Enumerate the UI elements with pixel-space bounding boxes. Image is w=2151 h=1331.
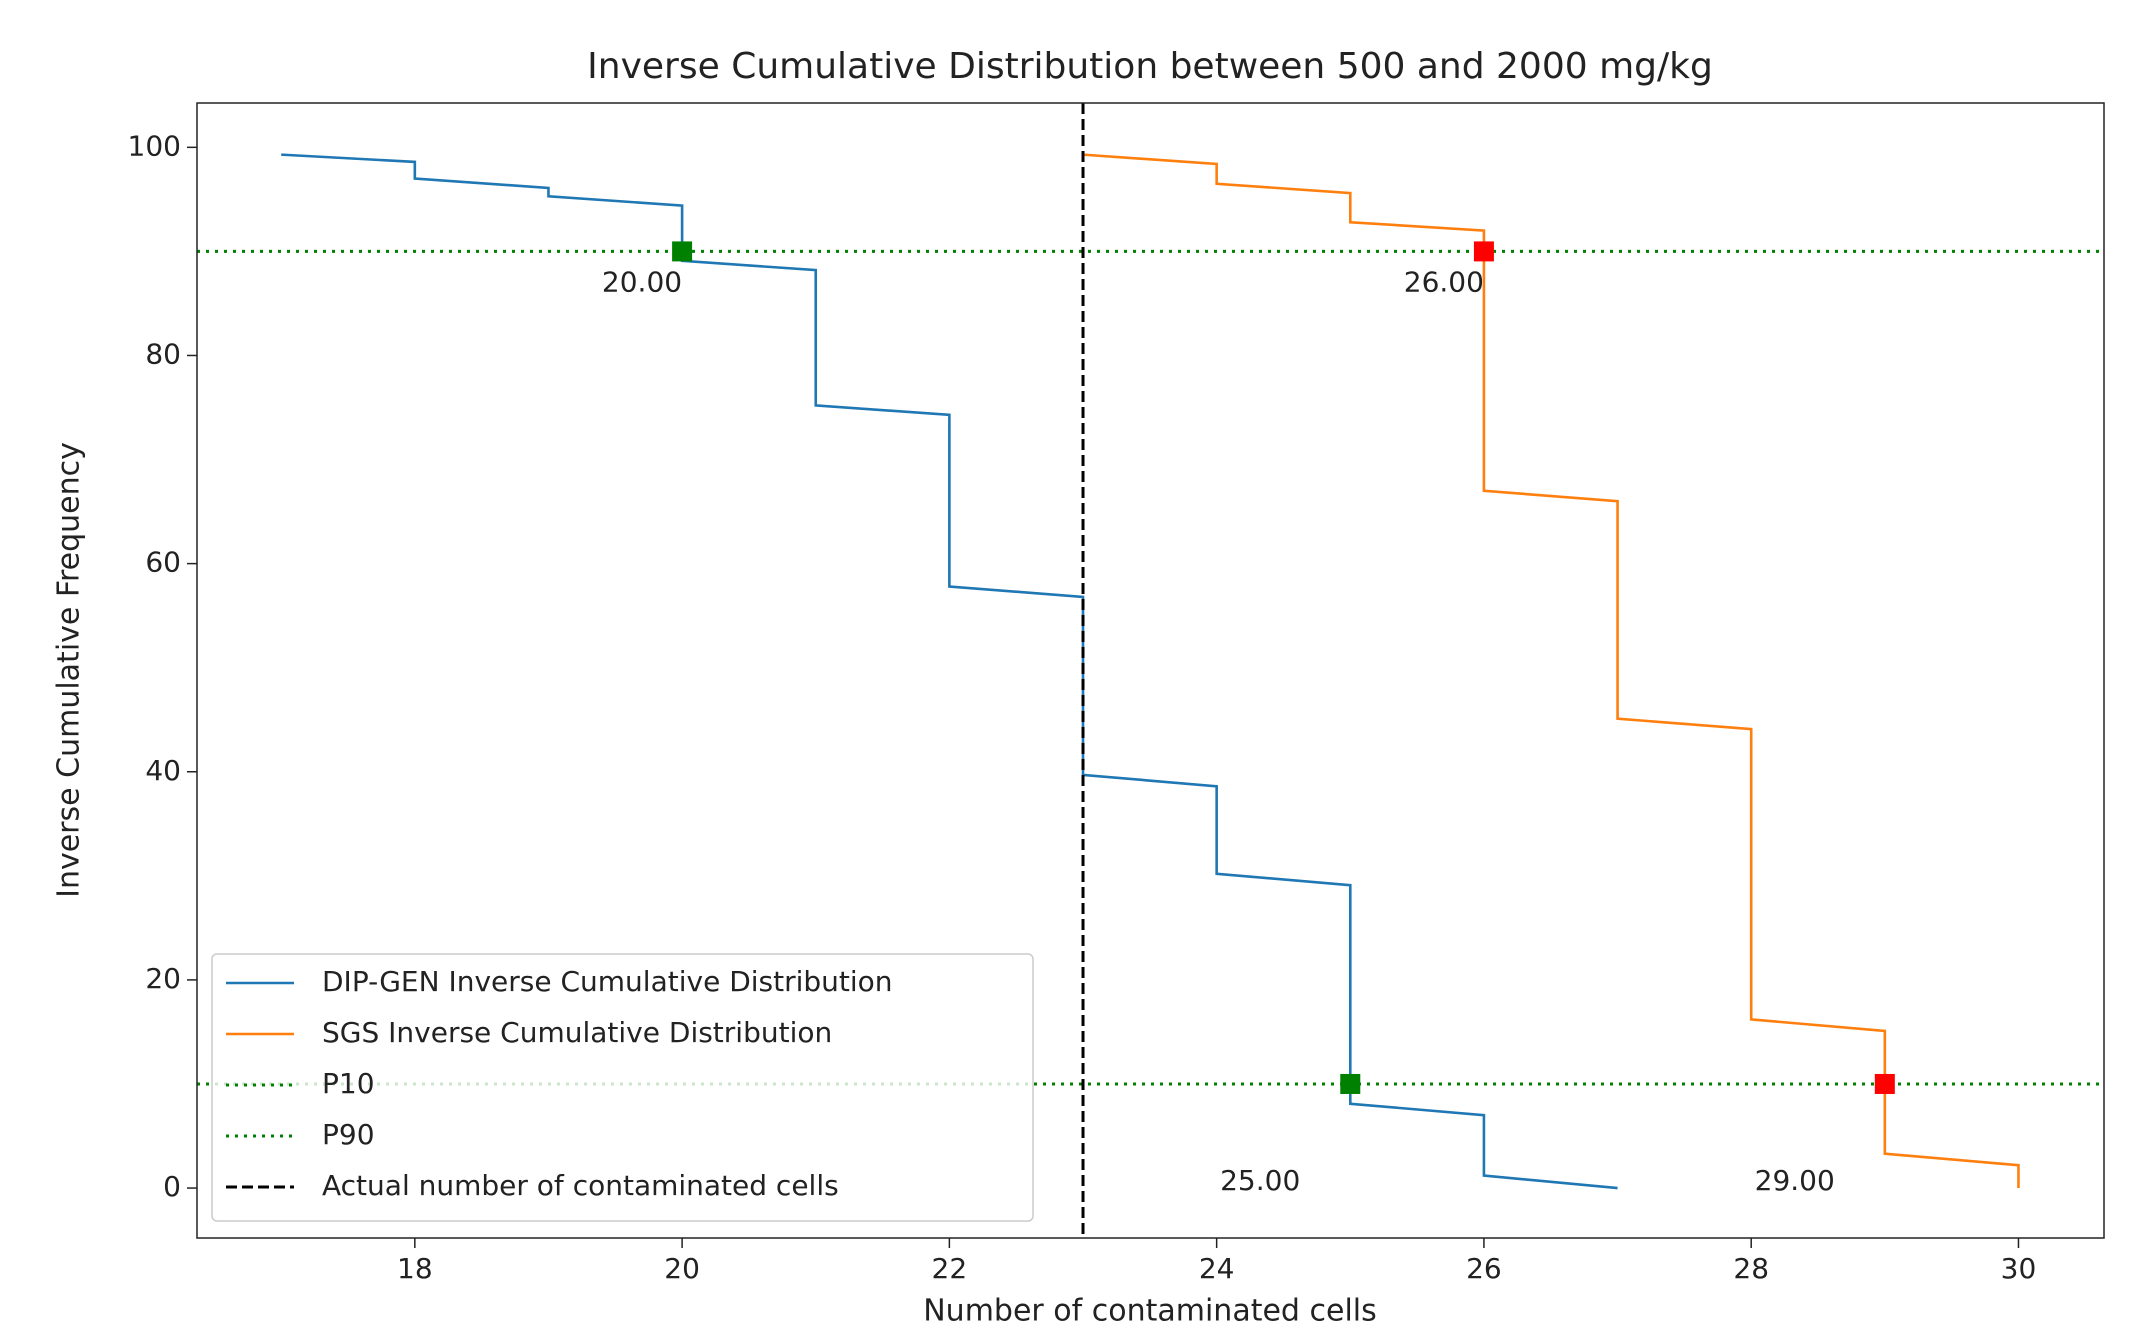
plot-frame: [196, 102, 2105, 1239]
y-axis-label: Inverse Cumulative Frequency: [52, 442, 87, 898]
y-tick-label: 40: [145, 754, 181, 787]
marker-label: 25.00: [1220, 1164, 1300, 1197]
legend-label: P90: [322, 1118, 375, 1151]
marker-label: 29.00: [1755, 1164, 1835, 1197]
marker: [1874, 1073, 1895, 1094]
legend: DIP-GEN Inverse Cumulative Distribution S…: [211, 953, 1034, 1222]
marker: [672, 241, 693, 262]
marker-label: 26.00: [1404, 265, 1484, 298]
marker: [1473, 241, 1494, 262]
y-tick-label: 20: [145, 962, 181, 995]
y-tick-label: 100: [128, 129, 181, 162]
x-tick-label: 26: [1466, 1252, 1502, 1285]
chart-title: Inverse Cumulative Distribution between …: [587, 46, 1713, 87]
legend-label: P10: [322, 1067, 375, 1100]
x-tick-label: 18: [397, 1252, 433, 1285]
x-tick-label: 30: [2001, 1252, 2037, 1285]
y-tick-label: 60: [145, 546, 181, 579]
legend-label: Actual number of contaminated cells: [322, 1169, 839, 1202]
marker: [1340, 1073, 1361, 1094]
x-axis-label: Number of contaminated cells: [923, 1294, 1377, 1329]
series-line: [281, 153, 1618, 1190]
x-tick-label: 20: [664, 1252, 700, 1285]
x-tick-label: 28: [1733, 1252, 1769, 1285]
legend-label: SGS Inverse Cumulative Distribution: [322, 1016, 832, 1049]
y-tick-label: 0: [163, 1170, 181, 1203]
legend-label: DIP-GEN Inverse Cumulative Distribution: [322, 965, 893, 998]
series-line: [1082, 153, 2020, 1189]
x-tick-label: 22: [932, 1252, 968, 1285]
y-tick-label: 80: [145, 337, 181, 370]
marker-label: 20.00: [602, 265, 682, 298]
x-tick-label: 24: [1199, 1252, 1235, 1285]
legend-box: [211, 953, 1034, 1222]
